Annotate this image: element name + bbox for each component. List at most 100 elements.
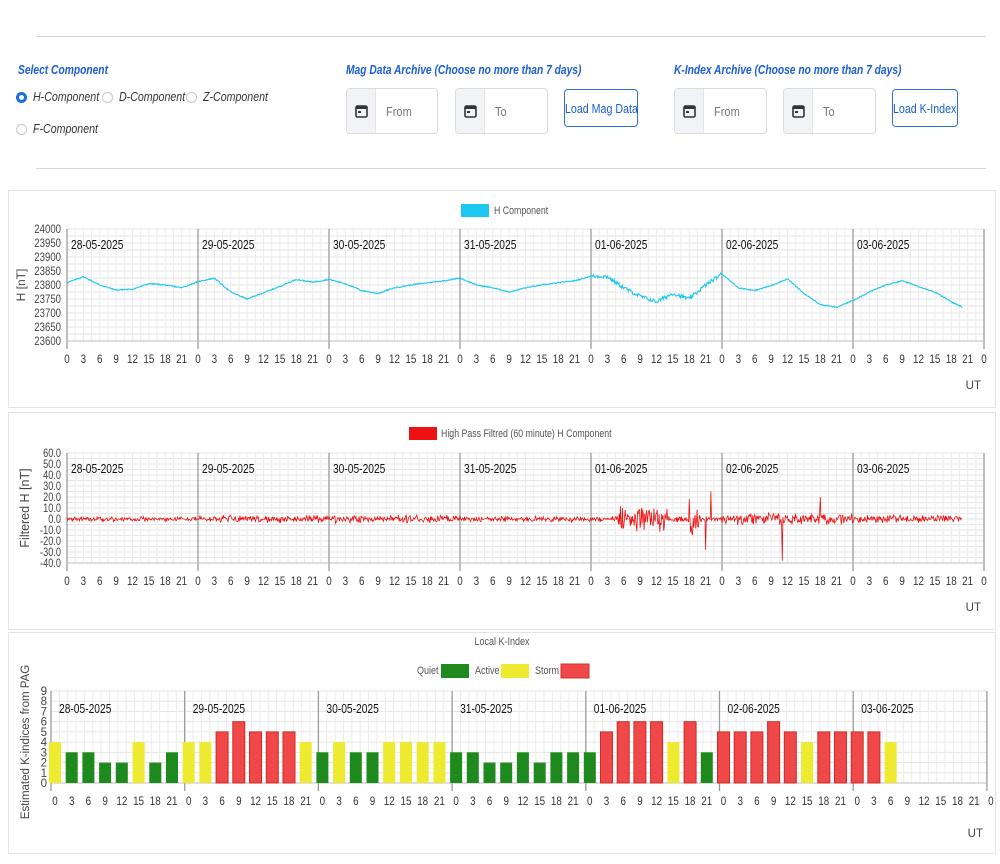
y-axis-label: Filtered H [nT] — [18, 468, 32, 547]
x-tick-label: 3 — [336, 795, 341, 808]
x-axis-label: UT — [966, 380, 981, 392]
x-tick-label: 21 — [700, 353, 711, 366]
x-tick-label: 18 — [422, 575, 433, 588]
x-tick-label: 6 — [752, 575, 757, 588]
x-tick-label: 21 — [176, 353, 187, 366]
button-label: Load Mag Data — [564, 100, 638, 116]
x-tick-label: 3 — [867, 575, 872, 588]
k-to-input[interactable]: To — [783, 88, 876, 134]
x-tick-label: 21 — [569, 353, 580, 366]
to-placeholder: To — [823, 103, 835, 119]
k-index-bar — [583, 752, 596, 783]
x-tick-label: 3 — [212, 575, 217, 588]
radio-z-component[interactable]: Z-Component — [186, 90, 279, 104]
day-label: 31-05-2025 — [460, 703, 512, 716]
k-index-bar — [232, 721, 246, 784]
legend-swatch — [409, 427, 437, 440]
radio-d-component[interactable]: D-Component — [102, 90, 197, 104]
x-tick-label: 12 — [919, 795, 930, 808]
x-tick-label: 12 — [782, 353, 793, 366]
k-index-bar — [349, 752, 362, 783]
x-tick-label: 6 — [752, 353, 757, 366]
k-index-bar — [750, 731, 764, 784]
k-index-bar — [667, 742, 680, 783]
x-tick-label: 12 — [258, 575, 269, 588]
x-tick-label: 18 — [818, 795, 829, 808]
y-tick-label: 1 — [41, 768, 47, 780]
x-tick-label: 0 — [52, 795, 57, 808]
k-index-bar — [316, 752, 329, 783]
day-label: 02-06-2025 — [728, 703, 780, 716]
h-component-panel: H Component 24000 23950 23900 23850 23800 2375… — [8, 190, 996, 408]
k-index-bar — [500, 762, 513, 783]
k-index-bar — [466, 752, 479, 783]
day-label: 29-05-2025 — [202, 239, 254, 252]
filtered-h-chart: High Pass Filtred (60 minute) H Componen… — [18, 427, 987, 614]
select-component-title: Select Component — [18, 63, 108, 77]
y-tick-label: 4 — [41, 737, 48, 749]
k-index-bar — [616, 721, 630, 784]
x-tick-label: 15 — [534, 795, 545, 808]
legend-swatch — [461, 204, 489, 217]
radio-f-component[interactable]: F-Component — [16, 122, 109, 136]
x-tick-label: 21 — [969, 795, 980, 808]
k-index-bar — [416, 742, 429, 783]
y-tick-label: -30.0 — [40, 547, 61, 559]
day-label: 01-06-2025 — [594, 703, 646, 716]
x-tick-label: 6 — [621, 575, 626, 588]
x-tick-label: 3 — [343, 353, 348, 366]
x-tick-label: 12 — [651, 795, 662, 808]
x-tick-label: 3 — [736, 353, 741, 366]
k-from-input[interactable]: From — [674, 88, 767, 134]
x-tick-label: 12 — [389, 575, 400, 588]
y-tick-label: 10.0 — [43, 503, 61, 515]
x-tick-label: 15 — [667, 353, 678, 366]
x-tick-label: 0 — [195, 575, 200, 588]
x-tick-label: 3 — [605, 353, 610, 366]
x-tick-label: 3 — [737, 795, 742, 808]
x-tick-label: 21 — [962, 353, 973, 366]
k-index-bar — [299, 742, 312, 783]
x-tick-label: 15 — [267, 795, 278, 808]
x-tick-label: 6 — [86, 795, 91, 808]
x-axis-label: UT — [966, 602, 981, 614]
top-divider — [36, 36, 986, 37]
k-index-bar — [450, 752, 463, 783]
x-tick-label: 0 — [587, 795, 592, 808]
x-tick-label: 3 — [470, 795, 475, 808]
load-k-index-button[interactable]: Load K-Index — [892, 89, 958, 127]
x-tick-label: 15 — [536, 353, 547, 366]
filtered-h-panel: High Pass Filtred (60 minute) H Componen… — [8, 412, 996, 630]
mag-to-input[interactable]: To — [455, 88, 548, 134]
x-tick-label: 6 — [97, 575, 102, 588]
y-axis-label: H [nT] — [14, 269, 28, 302]
x-tick-label: 3 — [69, 795, 74, 808]
k-index-bar — [199, 742, 212, 783]
x-tick-label: 15 — [802, 795, 813, 808]
k-index-bar — [850, 731, 864, 784]
x-tick-label: 0 — [721, 795, 726, 808]
calendar-icon — [347, 89, 376, 133]
x-tick-label: 6 — [97, 353, 102, 366]
x-tick-label: 9 — [506, 353, 511, 366]
mag-archive-title: Mag Data Archive (Choose no more than 7 … — [346, 63, 582, 77]
y-tick-label: 7 — [41, 706, 47, 718]
mag-from-input[interactable]: From — [346, 88, 438, 134]
x-tick-label: 0 — [588, 575, 593, 588]
x-tick-label: 21 — [568, 795, 579, 808]
load-mag-data-button[interactable]: Load Mag Data — [564, 89, 638, 127]
x-tick-label: 3 — [474, 353, 479, 366]
k-index-bar — [884, 742, 897, 783]
x-tick-label: 18 — [551, 795, 562, 808]
y-tick-label: 23800 — [34, 279, 61, 292]
x-tick-label: 0 — [988, 795, 993, 808]
x-tick-label: 3 — [736, 575, 741, 588]
x-tick-label: 0 — [195, 353, 200, 366]
radio-h-component[interactable]: H-Component — [16, 90, 111, 104]
y-tick-label: -40.0 — [40, 558, 61, 570]
x-tick-label: 15 — [798, 353, 809, 366]
x-tick-label: 21 — [831, 353, 842, 366]
x-tick-label: 3 — [81, 353, 86, 366]
y-tick-label: 0.0 — [48, 514, 61, 526]
x-tick-label: 18 — [291, 353, 302, 366]
